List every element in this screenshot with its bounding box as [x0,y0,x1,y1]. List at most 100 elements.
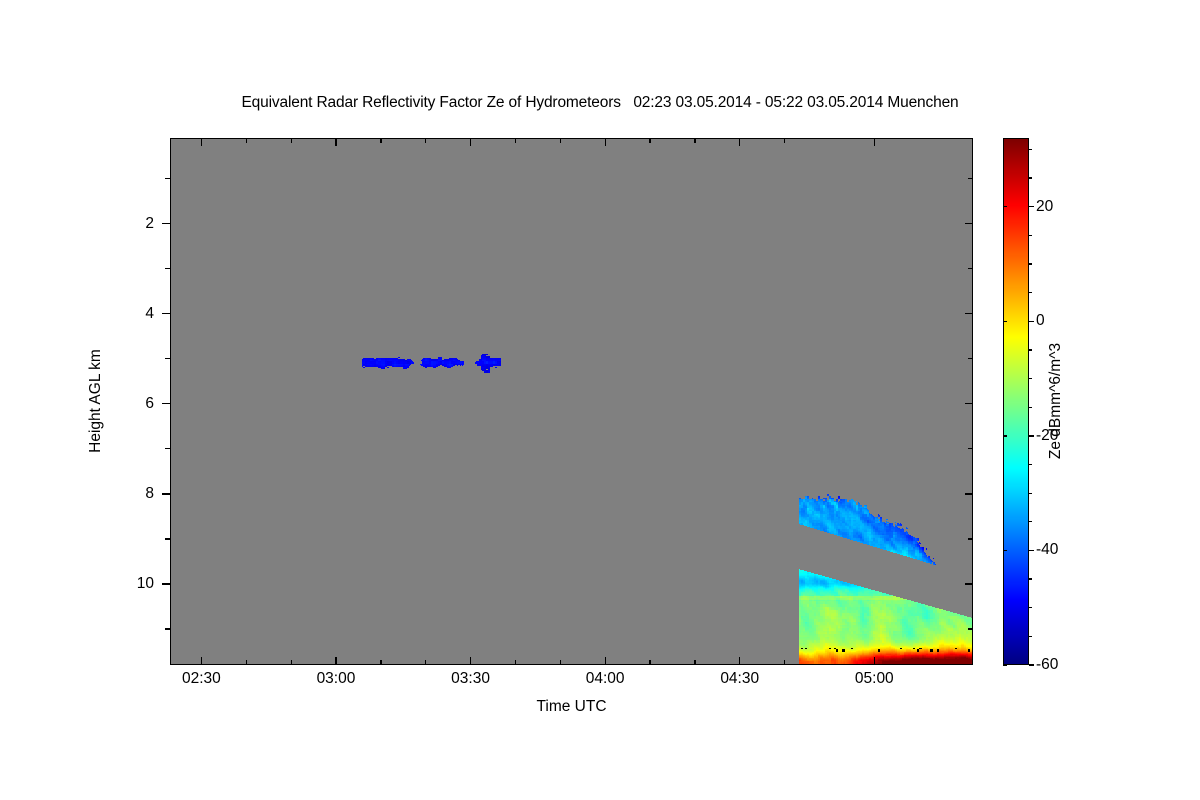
colorbar-tick-inner [1003,206,1007,208]
heatmap-plot-area[interactable] [170,138,973,665]
colorbar-tick-minor [1029,521,1032,523]
x-tick-minor-top [783,138,786,143]
y-tick-major-right [965,222,973,225]
x-tick-minor [380,660,382,665]
colorbar-tick-label: 20 [1036,197,1054,215]
x-tick-major [604,657,606,665]
colorbar-tick-label: -60 [1036,656,1059,673]
reflectivity-heatmap-canvas [171,139,972,664]
colorbar-tick [1029,549,1034,552]
colorbar-tick [1029,320,1034,322]
x-tick-minor [649,660,651,665]
colorbar-tick-minor [1029,349,1032,351]
page-title: Equivalent Radar Reflectivity Factor Ze … [241,94,959,111]
x-tick-major-top [469,138,472,146]
colorbar-tick-inner [1003,549,1007,552]
colorbar-tick-minor [1029,578,1032,580]
y-tick-minor [165,448,170,450]
colorbar-tick-minor [1029,607,1032,609]
y-tick-major [162,583,170,585]
y-tick-minor-right [968,628,973,630]
y-tick-major-right [965,493,973,495]
colorbar-tick-minor [1029,492,1032,494]
colorbar-tick-minor [1029,263,1032,265]
y-tick-label: 2 [145,214,154,232]
y-tick-minor-right [968,538,973,540]
y-axis-title: Height AGL km [87,349,104,453]
x-tick-label: 04:00 [585,670,625,687]
x-tick-major-top [739,138,741,146]
x-tick-major-top [200,138,203,146]
x-tick-major [739,657,741,665]
y-tick-label: 4 [145,304,154,322]
y-tick-major-right [965,583,973,585]
colorbar-tick-minor [1029,234,1032,237]
colorbar-gradient-canvas [1004,139,1028,664]
colorbar-tick-label: -20 [1036,426,1059,444]
y-tick-major-right [965,403,973,405]
colorbar-tick [1029,664,1034,666]
x-tick-minor [514,660,517,665]
colorbar-title: Ze dBmm^6/m^3 [1047,342,1064,460]
x-tick-minor [559,660,561,665]
x-tick-major-top [873,138,875,146]
x-tick-label: 05:00 [854,670,894,687]
colorbar-tick-label: 0 [1036,312,1045,330]
y-tick-major [162,493,170,495]
colorbar-tick-label: -40 [1036,541,1059,559]
x-tick-major [873,657,875,665]
x-tick-major-top [604,138,606,146]
x-axis-title: Time UTC [536,698,607,715]
y-tick-minor-right [968,177,973,180]
x-tick-minor [783,660,786,665]
colorbar-tick-minor [1029,177,1032,179]
x-tick-minor-top [380,138,382,143]
x-tick-major [200,657,203,665]
y-tick-major [162,313,170,315]
y-tick-minor-right [968,268,973,270]
colorbar-tick-inner [1003,320,1007,322]
y-tick-major [162,222,170,225]
x-tick-major-top [335,138,337,146]
y-tick-minor-right [968,448,973,450]
x-tick-label: 03:00 [316,670,356,687]
colorbar-tick [1029,206,1034,208]
x-tick-label: 03:30 [451,670,490,687]
colorbar-tick-inner [1003,664,1007,666]
x-tick-minor [290,660,292,665]
y-tick-major-right [965,313,973,315]
y-tick-minor [165,177,170,180]
colorbar[interactable] [1003,138,1029,665]
x-tick-minor [694,660,696,665]
x-tick-minor-top [559,138,561,143]
y-tick-minor [165,538,170,540]
y-tick-minor [165,358,170,360]
x-tick-minor-top [290,138,292,143]
x-tick-label: 04:30 [720,670,760,687]
x-tick-minor-top [694,138,696,143]
x-tick-minor-top [245,138,247,143]
colorbar-tick-minor [1029,292,1032,294]
colorbar-tick [1029,435,1034,437]
y-tick-minor [165,628,170,630]
colorbar-tick-inner [1003,435,1007,437]
x-tick-major [335,657,337,665]
y-tick-major [162,403,170,405]
colorbar-tick-minor [1029,406,1032,408]
y-tick-label: 6 [145,394,154,412]
colorbar-tick-minor [1029,377,1032,380]
y-tick-minor-right [968,358,973,360]
colorbar-tick-minor [1029,148,1032,151]
x-tick-minor [425,660,427,665]
x-tick-minor-top [514,138,517,143]
y-tick-label: 8 [145,484,154,502]
y-tick-label: 10 [136,574,154,592]
y-tick-minor [165,268,170,270]
x-tick-minor-top [649,138,651,143]
colorbar-tick-minor [1029,463,1032,466]
x-tick-major [469,657,472,665]
x-tick-minor-top [425,138,427,143]
x-tick-label: 02:30 [181,670,221,687]
x-tick-minor [245,660,247,665]
